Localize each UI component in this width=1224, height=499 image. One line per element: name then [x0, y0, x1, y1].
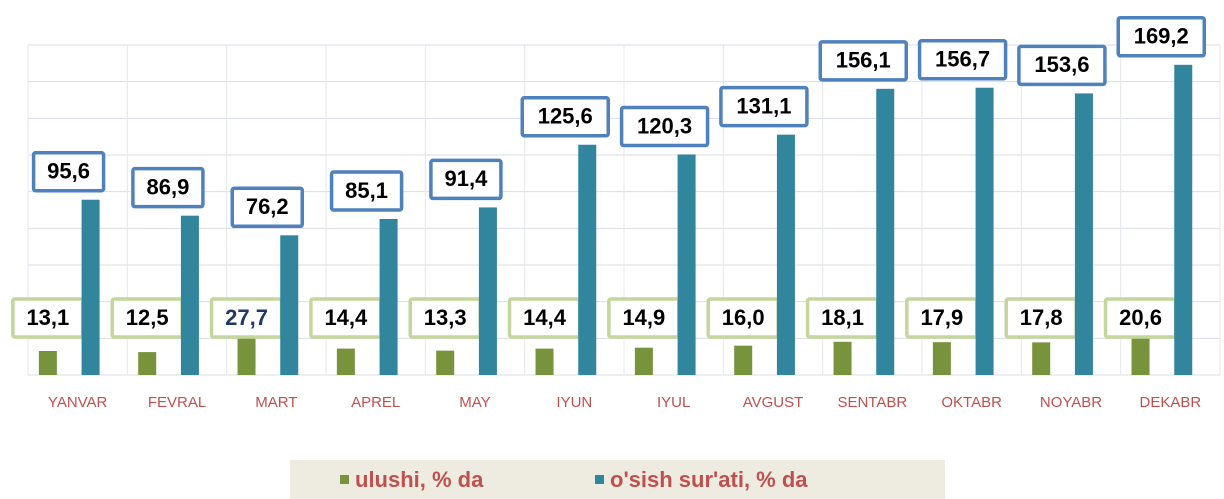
- label-box: [818, 40, 908, 82]
- x-tick-label: MAY: [459, 394, 490, 411]
- value-label: 156,1: [836, 48, 891, 73]
- label-box: [329, 170, 404, 212]
- value-label: 14,9: [622, 305, 665, 330]
- bar: [876, 88, 895, 376]
- value-label: 131,1: [736, 93, 791, 118]
- legend-swatch: [340, 475, 349, 484]
- bar: [634, 347, 653, 375]
- label-box: [917, 38, 1008, 81]
- value-label: 18,1: [821, 305, 864, 330]
- value-label: 91,4: [444, 166, 488, 191]
- bar: [776, 134, 795, 375]
- label-box: [31, 150, 106, 193]
- value-label: 85,1: [345, 178, 388, 203]
- value-label: 153,6: [1034, 52, 1089, 77]
- x-tick-label: DEKABR: [1139, 394, 1201, 411]
- label-box: [429, 158, 503, 201]
- label-box: [520, 95, 610, 138]
- bar: [38, 350, 57, 375]
- bar: [280, 235, 299, 375]
- value-label: 156,7: [935, 47, 990, 72]
- legend-swatch: [595, 475, 604, 484]
- bar: [436, 350, 455, 375]
- x-tick-label: IYUN: [556, 394, 592, 411]
- bar: [1174, 64, 1193, 376]
- value-label: 12,5: [126, 305, 169, 330]
- x-tick-label: MART: [255, 394, 297, 411]
- x-tick-label: SENTABR: [837, 394, 907, 411]
- bar: [535, 348, 554, 375]
- value-label: 27,7: [225, 305, 268, 330]
- bar: [379, 218, 398, 375]
- value-label: 17,8: [1020, 305, 1063, 330]
- bar: [81, 199, 100, 375]
- legend-box: [290, 460, 945, 499]
- bar: [932, 342, 951, 375]
- value-label: 95,6: [47, 159, 90, 184]
- value-label: 169,2: [1134, 24, 1189, 49]
- bar: [1032, 342, 1051, 375]
- label-box: [1017, 44, 1107, 87]
- bar: [578, 144, 597, 375]
- x-tick-label: IYUL: [657, 394, 690, 411]
- bar: [734, 345, 753, 375]
- value-label: 14,4: [523, 305, 567, 330]
- x-tick-label: APREL: [351, 394, 400, 411]
- value-label: 13,1: [26, 305, 69, 330]
- value-label: 13,3: [424, 305, 467, 330]
- value-label: 14,4: [324, 305, 368, 330]
- bar: [478, 207, 497, 375]
- bar: [975, 87, 994, 375]
- value-label: 125,6: [538, 104, 593, 129]
- legend-label: o'sish sur'ati, % da: [610, 467, 808, 492]
- x-tick-label: NOYABR: [1040, 394, 1102, 411]
- value-label: 86,9: [146, 174, 189, 199]
- value-label: 20,6: [1119, 305, 1162, 330]
- bar: [336, 348, 355, 375]
- value-label: 76,2: [246, 194, 289, 219]
- bar: [1131, 337, 1150, 375]
- x-tick-label: YANVAR: [48, 394, 108, 411]
- bar: [833, 341, 852, 375]
- label-box: [230, 186, 304, 229]
- label-box: [719, 85, 809, 128]
- label-box: [619, 105, 710, 148]
- bar: [180, 215, 199, 375]
- label-box: [1116, 16, 1206, 58]
- legend-label: ulushi, % da: [355, 467, 484, 492]
- bar: [677, 154, 696, 375]
- x-tick-label: AVGUST: [743, 394, 804, 411]
- x-tick-label: FEVRAL: [148, 394, 206, 411]
- x-tick-label: OKTABR: [941, 394, 1002, 411]
- bar: [138, 352, 157, 375]
- label-box: [131, 166, 205, 209]
- bar: [1074, 93, 1093, 376]
- value-label: 120,3: [637, 113, 692, 138]
- value-label: 17,9: [920, 305, 963, 330]
- value-label: 16,0: [722, 305, 765, 330]
